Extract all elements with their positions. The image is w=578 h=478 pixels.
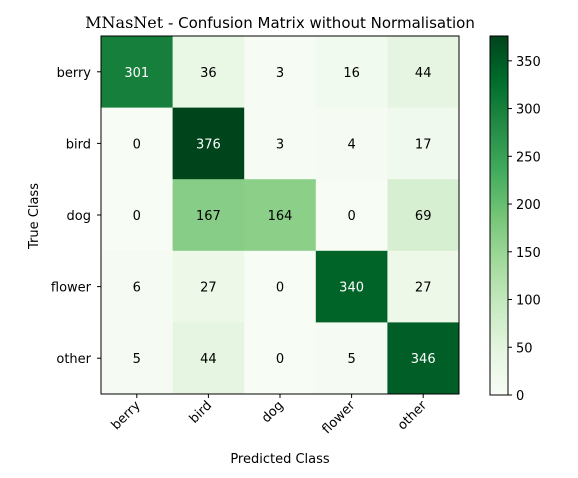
heatmap-cell: [172, 107, 245, 180]
heatmap-cell: [101, 36, 173, 108]
colorbar-ticks: 0 50 100 150 200 250 300 350: [508, 55, 541, 404]
colorbar-tick-label: 100: [516, 294, 541, 309]
heatmap-cells: [101, 36, 460, 395]
x-tick-label: flower: [319, 398, 358, 437]
title-model-name: MNasNet: [85, 13, 164, 32]
cell-value-label: 4: [347, 137, 355, 152]
colorbar-tick-label: 150: [516, 246, 541, 261]
colorbar-tick-label: 0: [516, 389, 524, 404]
cell-value-label: 301: [124, 66, 149, 81]
heatmap-cell: [387, 107, 460, 180]
cell-value-label: 340: [339, 281, 364, 296]
heatmap-cell: [101, 322, 173, 395]
cell-value-label: 0: [276, 352, 284, 367]
heatmap-cell: [315, 179, 388, 252]
x-axis-ticks: berry bird dog flower other: [109, 394, 431, 437]
y-tick-label: other: [56, 352, 91, 367]
heatmap-cell: [387, 179, 460, 252]
heatmap-cell: [315, 250, 388, 323]
heatmap-cell: [101, 179, 173, 252]
cell-value-label: 3: [276, 137, 284, 152]
y-tick-label: flower: [51, 281, 92, 296]
y-tick-label: bird: [66, 137, 91, 152]
x-tick-label: other: [395, 398, 431, 434]
cell-value-label: 5: [133, 352, 141, 367]
cell-value-label: 346: [411, 352, 436, 367]
heatmap-cell: [244, 107, 317, 180]
heatmap-cell: [172, 179, 245, 252]
cell-value-label: 0: [276, 281, 284, 296]
x-tick-label: berry: [109, 398, 144, 433]
heatmap-cell: [101, 250, 173, 323]
cell-value-label: 17: [415, 137, 432, 152]
cell-value-label: 0: [347, 209, 355, 224]
heatmap-cell: [387, 250, 460, 323]
x-tick-label: bird: [187, 398, 215, 426]
cell-value-label: 16: [343, 66, 360, 81]
heatmap-cell: [387, 36, 460, 108]
heatmap-cell: [315, 322, 388, 395]
title-text: - Confusion Matrix without Normalisation: [163, 14, 475, 32]
cell-value-label: 27: [415, 281, 432, 296]
chart-title: MNasNet - Confusion Matrix without Norma…: [85, 13, 475, 32]
heatmap-cell: [101, 107, 173, 180]
x-tick-label: dog: [259, 398, 287, 426]
colorbar-tick-label: 50: [516, 341, 533, 356]
heatmap-cell: [244, 36, 317, 108]
cell-value-label: 0: [133, 137, 141, 152]
colorbar-tick-label: 350: [516, 55, 541, 70]
heatmap-cell: [172, 250, 245, 323]
cell-value-label: 3: [276, 66, 284, 81]
colorbar-tick-label: 250: [516, 150, 541, 165]
y-axis-ticks: berry bird dog flower other: [51, 66, 101, 367]
y-tick-label: dog: [67, 209, 91, 224]
heatmap-cell: [244, 322, 317, 395]
heatmap-cell: [172, 36, 245, 108]
heatmap-cell: [172, 322, 245, 395]
y-axis-label: True Class: [27, 183, 42, 250]
y-tick-label: berry: [57, 66, 92, 81]
cell-value-label: 0: [133, 209, 141, 224]
heatmap-cell: [244, 250, 317, 323]
heatmap-cell: [387, 322, 460, 395]
cell-value-label: 69: [415, 209, 432, 224]
colorbar-tick-label: 300: [516, 103, 541, 118]
heatmap-cell: [315, 107, 388, 180]
cell-value-label: 27: [200, 281, 217, 296]
colorbar: [489, 35, 509, 396]
cell-value-label: 167: [196, 209, 221, 224]
cell-value-label: 44: [415, 66, 432, 81]
cell-value-label: 164: [268, 209, 293, 224]
cell-value-label: 6: [133, 281, 141, 296]
cell-value-label: 376: [196, 137, 221, 152]
heatmap-cell: [244, 179, 317, 252]
cell-value-label: 5: [347, 352, 355, 367]
cell-value-label: 36: [200, 66, 217, 81]
heatmap-cell: [315, 36, 388, 108]
cell-value-label: 44: [200, 352, 217, 367]
x-axis-label: Predicted Class: [230, 452, 330, 467]
heatmap-cell-labels: 301 36 3 16 440 376 3 4 170 167 164 0 696 27 0 340 275 44…: [124, 66, 435, 367]
colorbar-tick-label: 200: [516, 198, 541, 213]
